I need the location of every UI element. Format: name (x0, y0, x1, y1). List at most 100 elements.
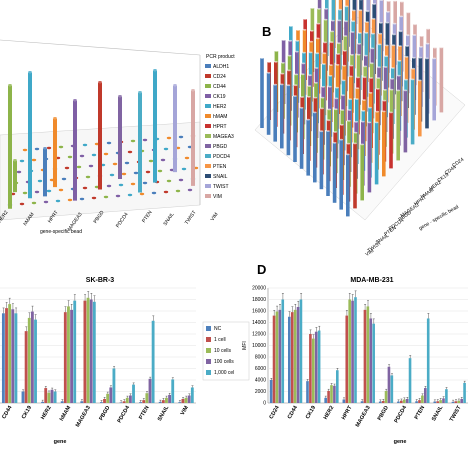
panel-b-bar-cap (293, 84, 298, 87)
panelC-bar (30, 311, 34, 403)
panel-a-dot (16, 170, 22, 174)
panel-b-bar-cap (392, 33, 396, 36)
panel-b-bar-cap (333, 131, 338, 133)
panelC-bar (112, 368, 116, 403)
panelD-category-label: CD44 (287, 404, 300, 420)
panel-a-dot (178, 135, 184, 139)
panelC-bar (148, 378, 152, 403)
panelC-bar (11, 309, 15, 403)
panelD-bar (272, 315, 276, 403)
panel-a-dot (166, 179, 172, 183)
panelD-bar (454, 401, 458, 403)
panel-a-dot (139, 192, 145, 196)
panel-a-category-label: PTEN (141, 209, 154, 224)
panelC-bar (24, 331, 28, 403)
panel-a-legend-label: PTEN (213, 164, 227, 170)
panel-b-bar (293, 96, 297, 162)
panel-b-bar-cap (281, 39, 286, 41)
panelD-bar (372, 323, 375, 403)
panel-b-bar-cap (383, 66, 388, 68)
panel-b-bar-cap (361, 120, 365, 123)
panelD-bar (314, 331, 318, 403)
panel-b-category-label: VIM (364, 248, 375, 258)
panel-b-bar (418, 80, 422, 137)
panel-b-bar-cap (316, 22, 321, 25)
panel-b-bar-cap (313, 96, 318, 99)
panelC-bar (139, 402, 142, 403)
panel-b-bar-cap (329, 64, 333, 66)
panelD-bar (405, 398, 409, 403)
panel-b-bar (425, 58, 429, 129)
panelD-bar (397, 401, 400, 403)
panel-a-bar (173, 85, 177, 173)
panel-a-legend-label: CD24 (213, 74, 226, 80)
panelC-xlabel: gene (54, 439, 67, 445)
panel-b-bar-cap (340, 109, 345, 111)
panel-a: HER2 hMAM HPRT MAGEA3 PBGD PDCD4 PTEN SNAIL TWIS… (0, 39, 235, 235)
panelD-category-label: MAGEA3 (355, 405, 372, 428)
panel-b-bar (410, 79, 415, 145)
panelD-bar (275, 311, 279, 403)
panel-b-bar-cap (377, 66, 381, 69)
panel-a-legend-label: hMAM (213, 114, 227, 120)
panel-b-xlabel: gene - specific bead (418, 204, 460, 232)
panel-b-bar-cap (342, 64, 347, 67)
panelD-bar (312, 338, 315, 403)
panel-a-legend-swatch (205, 174, 211, 178)
panel-a-legend-swatch (205, 84, 211, 88)
panel-b-bar (360, 144, 364, 201)
panel-a-dot (175, 189, 181, 193)
panelD-bar (281, 299, 285, 403)
panel-b-bar-cap (324, 7, 329, 10)
panel-b-bar-cap (398, 30, 403, 33)
panel-a-dot (103, 195, 109, 199)
panel-b-bar (326, 131, 330, 196)
panel-b-bar-cap (303, 18, 308, 20)
panel-a-legend-label: ALDH1 (213, 64, 229, 70)
panel-b-bar-cap (389, 88, 394, 91)
panel-b-bar-cap (392, 22, 397, 25)
panel-b-bar-cap (287, 69, 291, 72)
panelD-bar (402, 399, 406, 403)
panel-a-dot (19, 159, 25, 163)
panelD-bar (390, 375, 394, 403)
panel-b-bar (439, 47, 444, 113)
panel-b-bar-cap (400, 0, 404, 3)
panel-b-bar-cap (406, 11, 411, 14)
panel-a-bar (13, 160, 17, 193)
panelC-bar (158, 401, 162, 403)
panel-a-bar-cap (12, 158, 18, 162)
panel-a-dot (67, 198, 73, 202)
panel-b-bar-cap (355, 87, 360, 90)
panelC-bar (8, 304, 12, 403)
panel-b-bar-cap (358, 9, 363, 12)
panel-b-bar (286, 85, 291, 156)
panel-b: CD24CD44CK19HER2hMAMHPRTMAGEA3PBGDPDCD4P… (254, 0, 466, 258)
panel-b-bar (339, 139, 343, 210)
panel-a-category-label: HER2 (0, 210, 10, 225)
panelD-y-tick-label: 0 (263, 401, 266, 407)
panel-b-bar-cap (390, 77, 395, 80)
panel-b-bar-cap (371, 32, 375, 35)
panel-a-dot (31, 201, 37, 205)
panel-b-bar-cap (374, 121, 379, 124)
panel-a-dot (181, 167, 187, 171)
panel-a-dot (85, 175, 91, 179)
panel-b-bar-cap (310, 29, 314, 32)
panelC-bar (21, 391, 25, 403)
panelD-bar (288, 316, 291, 403)
panelC-category-label: CK19 (21, 405, 33, 420)
panel-a-dot (22, 148, 28, 152)
panelD-y-tick-label: 10000 (252, 343, 266, 349)
panel-b-bar-cap (310, 7, 315, 9)
panel-b-bar-cap (346, 153, 350, 156)
panel-b-bar-cap (314, 81, 318, 84)
panel-b-bar-cap (295, 39, 300, 42)
panelC-legend-swatch (206, 326, 211, 331)
panelD-bar (421, 395, 424, 403)
panel-b-bar-cap (425, 57, 429, 60)
panelC-bar (80, 401, 84, 403)
panel-a-dot (64, 166, 70, 170)
panel-b-bar (280, 84, 284, 149)
panel-b-bar-cap (393, 0, 397, 2)
